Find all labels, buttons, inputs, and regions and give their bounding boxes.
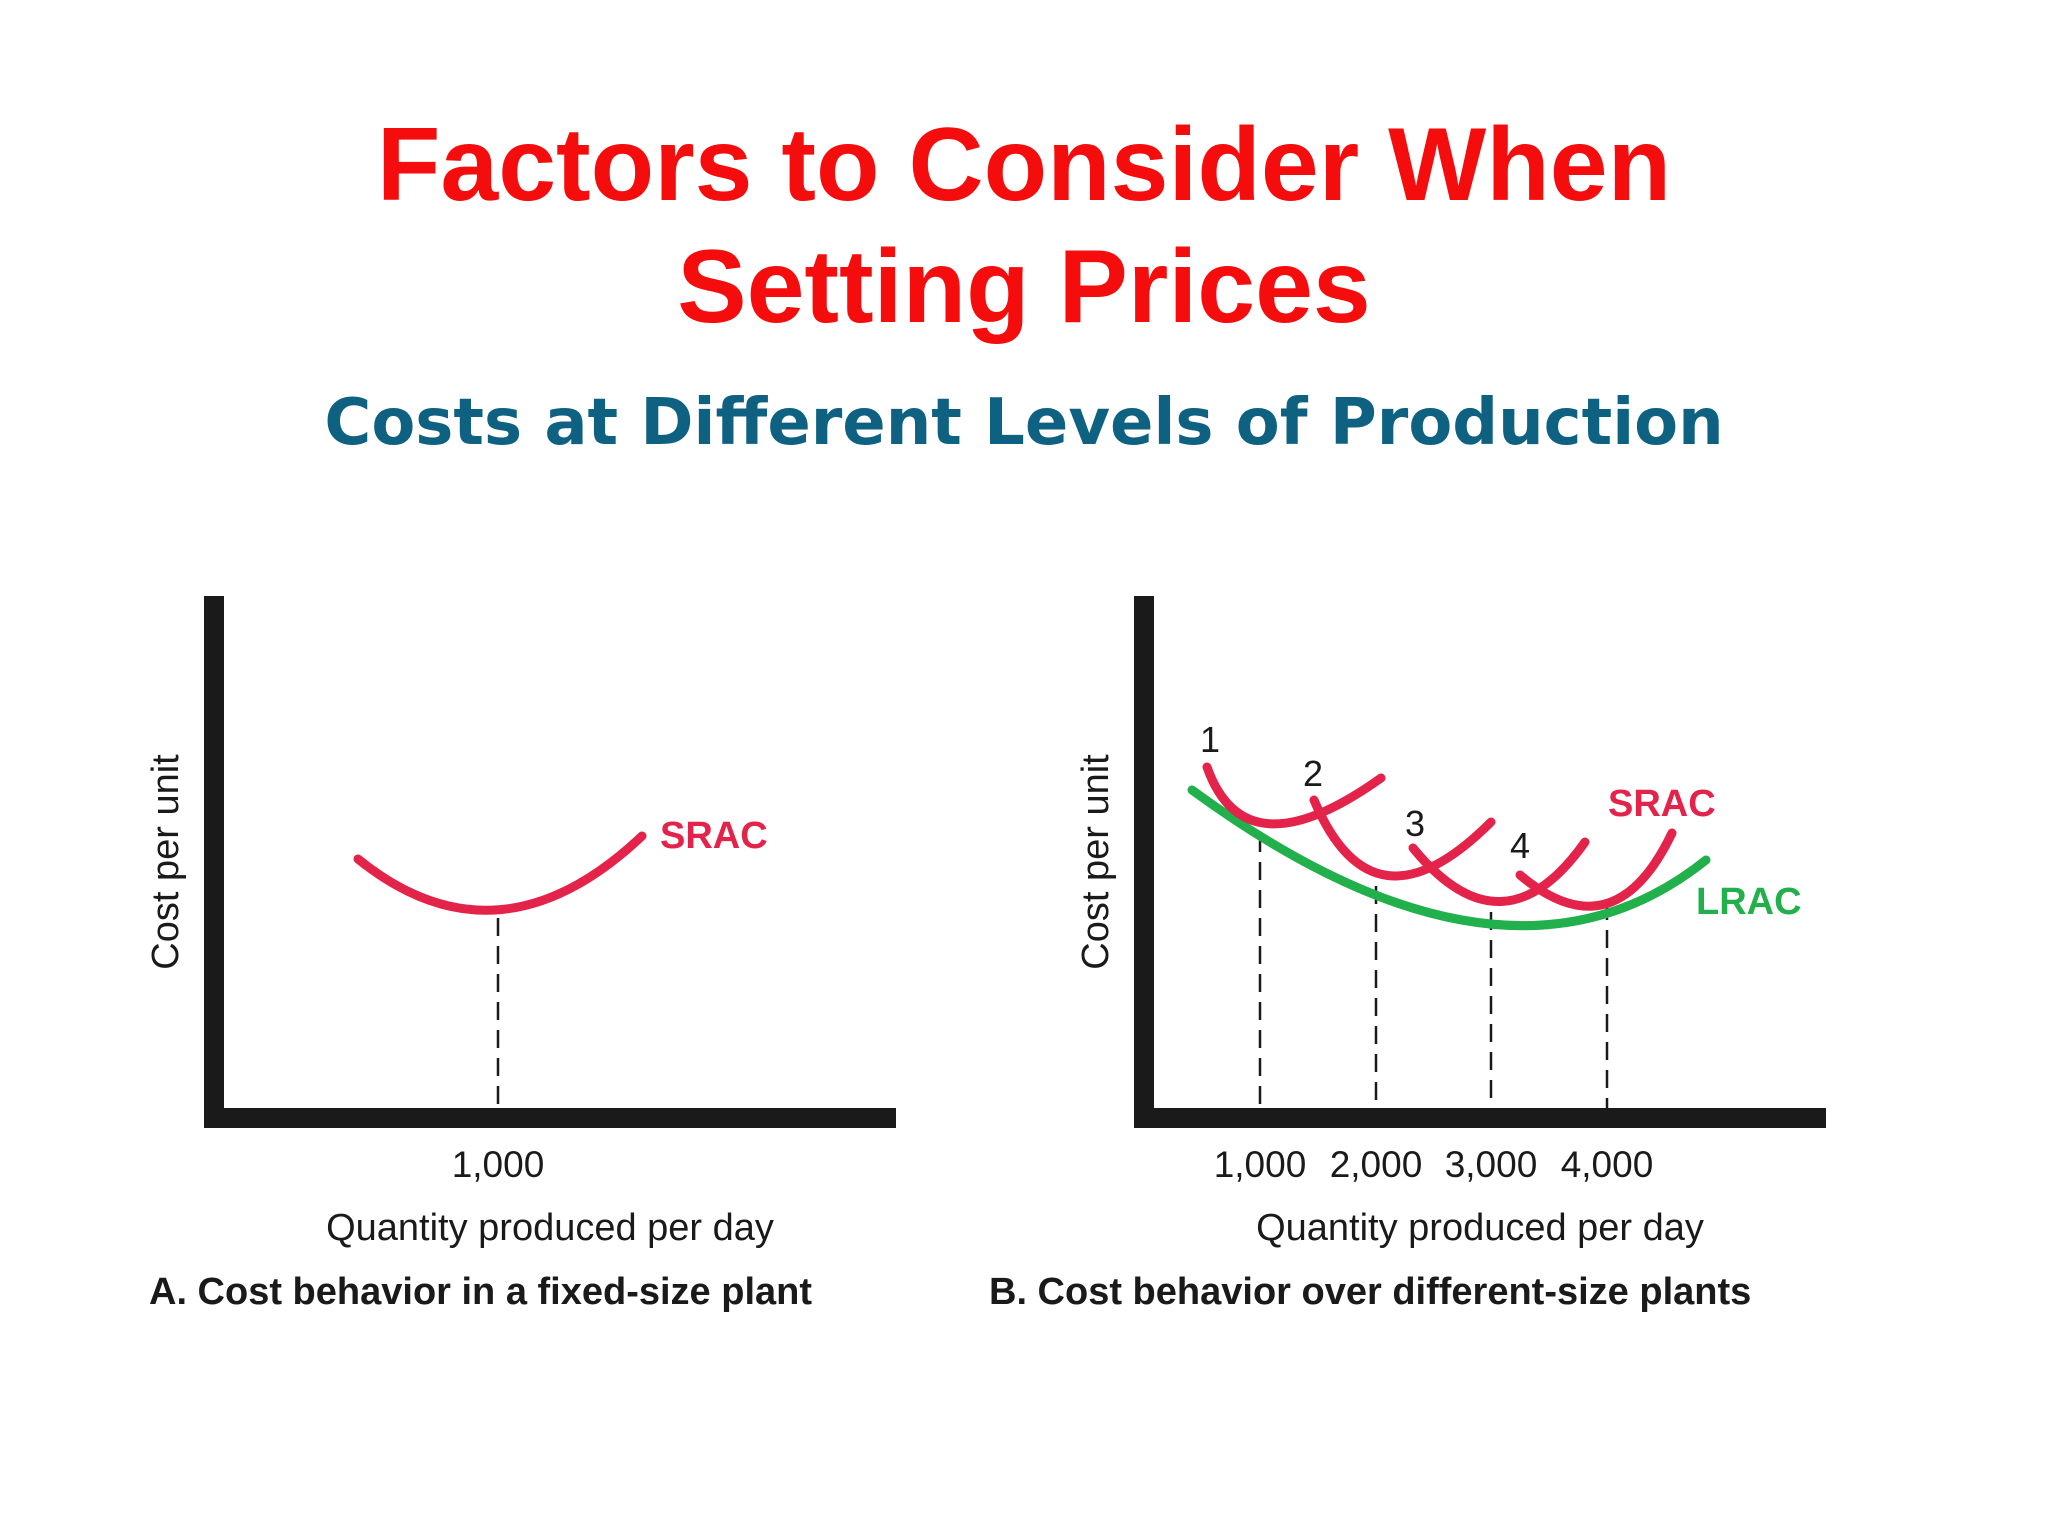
chart-b: 1 2 3 4 SRAC LRAC Cost per unit 1,000 2,… — [989, 596, 1826, 1313]
chart-b-srac-curve-3 — [1408, 837, 1590, 906]
chart-b-curve-label-1: 1 — [1200, 719, 1220, 760]
chart-a-y-label: Cost per unit — [145, 754, 187, 970]
chart-b-x-tick-4000: 4,000 — [1561, 1144, 1654, 1185]
slide-title-line-2: Setting Prices — [677, 229, 1371, 345]
chart-b-curve-label-4: 4 — [1510, 825, 1530, 866]
chart-b-srac-curve-4 — [1515, 828, 1677, 911]
chart-a: SRAC Cost per unit 1,000 Quantity produc… — [145, 596, 896, 1313]
chart-b-x-tick-3000: 3,000 — [1445, 1144, 1538, 1185]
chart-b-srac-label: SRAC — [1608, 783, 1716, 825]
chart-b-srac-curve-2 — [1309, 795, 1496, 881]
chart-b-lrac-curve — [1187, 785, 1711, 931]
chart-a-x-tick-1000: 1,000 — [452, 1144, 545, 1185]
chart-b-x-label: Quantity produced per day — [1256, 1207, 1704, 1249]
chart-b-srac-curve-1 — [1202, 762, 1386, 829]
chart-b-caption: B. Cost behavior over different-size pla… — [989, 1271, 1751, 1313]
chart-b-curve-label-2: 2 — [1303, 753, 1323, 794]
slide-title: Factors to Consider When Setting Prices — [0, 104, 2048, 348]
chart-a-caption: A. Cost behavior in a fixed-size plant — [149, 1271, 812, 1313]
chart-a-srac-curve — [353, 831, 647, 915]
chart-b-y-label: Cost per unit — [1075, 754, 1117, 970]
slide-title-line-1: Factors to Consider When — [376, 107, 1672, 223]
chart-a-x-label: Quantity produced per day — [326, 1207, 774, 1249]
chart-a-srac-label: SRAC — [660, 815, 768, 857]
chart-b-curve-label-3: 3 — [1405, 803, 1425, 844]
chart-b-x-tick-1000: 1,000 — [1214, 1144, 1307, 1185]
chart-b-x-tick-2000: 2,000 — [1330, 1144, 1423, 1185]
chart-b-lrac-label: LRAC — [1696, 881, 1802, 923]
slide-subtitle: Costs at Different Levels of Production — [324, 386, 1724, 460]
